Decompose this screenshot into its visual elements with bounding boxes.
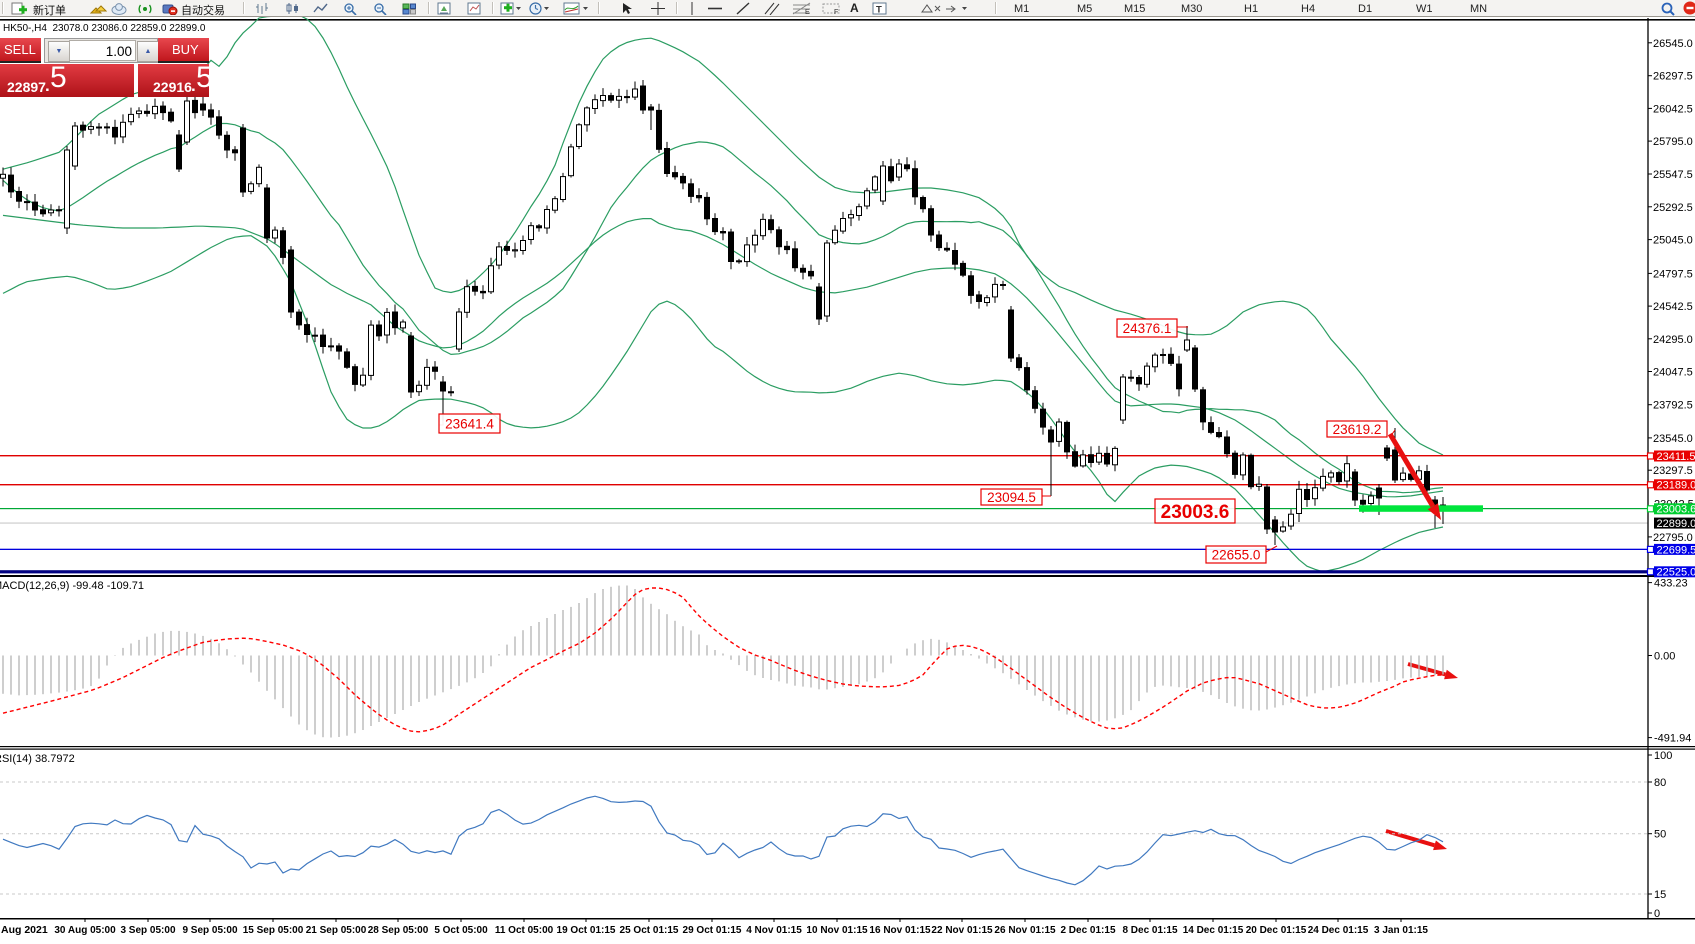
- svg-text:10 Nov 01:15: 10 Nov 01:15: [806, 925, 868, 936]
- svg-text:23411.5: 23411.5: [1657, 451, 1695, 463]
- svg-text:5 Oct 05:00: 5 Oct 05:00: [434, 925, 488, 936]
- svg-text:3 Jan 01:15: 3 Jan 01:15: [1374, 925, 1428, 936]
- svg-text:-491.94: -491.94: [1654, 733, 1691, 745]
- svg-text:Aug 2021: Aug 2021: [1, 924, 48, 936]
- svg-text:24376.1: 24376.1: [1123, 321, 1172, 336]
- svg-text:4 Nov 01:15: 4 Nov 01:15: [746, 925, 802, 936]
- svg-text:50: 50: [1654, 829, 1666, 841]
- svg-text:9 Sep 05:00: 9 Sep 05:00: [182, 925, 237, 936]
- svg-text:21 Sep 05:00: 21 Sep 05:00: [306, 925, 367, 936]
- svg-text:30 Aug 05:00: 30 Aug 05:00: [54, 925, 116, 936]
- svg-text:11 Oct 05:00: 11 Oct 05:00: [495, 925, 554, 936]
- svg-text:22655.0: 22655.0: [1212, 547, 1261, 562]
- svg-text:24295.0: 24295.0: [1653, 334, 1693, 346]
- svg-text:23094.5: 23094.5: [987, 490, 1036, 505]
- svg-text:24047.5: 24047.5: [1653, 367, 1693, 379]
- svg-text:3 Sep 05:00: 3 Sep 05:00: [120, 925, 175, 936]
- svg-text:25292.5: 25292.5: [1653, 202, 1693, 214]
- svg-text:23619.2: 23619.2: [1333, 422, 1382, 437]
- svg-text:25045.0: 25045.0: [1653, 235, 1693, 247]
- svg-text:15 Sep 05:00: 15 Sep 05:00: [243, 925, 304, 936]
- svg-text:14 Dec 01:15: 14 Dec 01:15: [1183, 925, 1244, 936]
- svg-text:22 Nov 01:15: 22 Nov 01:15: [931, 925, 993, 936]
- svg-text:24 Dec 01:15: 24 Dec 01:15: [1308, 925, 1369, 936]
- svg-text:23189.0: 23189.0: [1657, 480, 1695, 492]
- svg-text:26 Nov 01:15: 26 Nov 01:15: [994, 925, 1056, 936]
- svg-text:15: 15: [1654, 889, 1666, 901]
- svg-text:28 Sep 05:00: 28 Sep 05:00: [368, 925, 429, 936]
- svg-text:23297.5: 23297.5: [1653, 465, 1693, 477]
- svg-text:25 Oct 01:15: 25 Oct 01:15: [620, 925, 679, 936]
- svg-text:RSI(14) 38.7972: RSI(14) 38.7972: [0, 753, 75, 765]
- svg-text:22795.0: 22795.0: [1653, 532, 1693, 544]
- svg-text:23792.5: 23792.5: [1653, 400, 1693, 412]
- svg-text:25795.0: 25795.0: [1653, 136, 1693, 148]
- svg-text:T: T: [876, 5, 882, 16]
- svg-text:20 Dec 01:15: 20 Dec 01:15: [1246, 925, 1307, 936]
- svg-text:22899.0: 22899.0: [1657, 518, 1695, 530]
- svg-text:19 Oct 01:15: 19 Oct 01:15: [557, 925, 616, 936]
- svg-text:22699.5: 22699.5: [1657, 544, 1695, 556]
- svg-text:24542.5: 24542.5: [1653, 301, 1693, 313]
- svg-text:E: E: [805, 9, 810, 15]
- svg-text:0: 0: [1654, 908, 1660, 920]
- svg-text:MACD(12,26,9) -99.48 -109.71: MACD(12,26,9) -99.48 -109.71: [0, 580, 144, 592]
- svg-text:24797.5: 24797.5: [1653, 268, 1693, 280]
- svg-text:100: 100: [1654, 750, 1672, 762]
- svg-text:23003.6: 23003.6: [1161, 502, 1230, 523]
- svg-text:23003.6: 23003.6: [1657, 504, 1695, 516]
- svg-text:16 Nov 01:15: 16 Nov 01:15: [869, 925, 931, 936]
- svg-text:8 Dec 01:15: 8 Dec 01:15: [1122, 925, 1177, 936]
- svg-text:26042.5: 26042.5: [1653, 103, 1693, 115]
- svg-text:26297.5: 26297.5: [1653, 71, 1693, 83]
- svg-text:F: F: [834, 9, 838, 15]
- svg-text:0.00: 0.00: [1654, 651, 1675, 663]
- svg-text:433.23: 433.23: [1654, 578, 1688, 590]
- svg-text:HK50-,H4 23078.0 23086.0 2285: HK50-,H4 23078.0 23086.0 22859.0 22899.0: [3, 23, 206, 34]
- svg-text:23641.4: 23641.4: [445, 416, 494, 431]
- svg-text:29 Oct 01:15: 29 Oct 01:15: [683, 925, 742, 936]
- svg-text:26545.0: 26545.0: [1653, 38, 1693, 50]
- svg-text:2 Dec 01:15: 2 Dec 01:15: [1060, 925, 1115, 936]
- svg-text:80: 80: [1654, 777, 1666, 789]
- svg-text:23545.0: 23545.0: [1653, 433, 1693, 445]
- svg-text:25547.5: 25547.5: [1653, 169, 1693, 181]
